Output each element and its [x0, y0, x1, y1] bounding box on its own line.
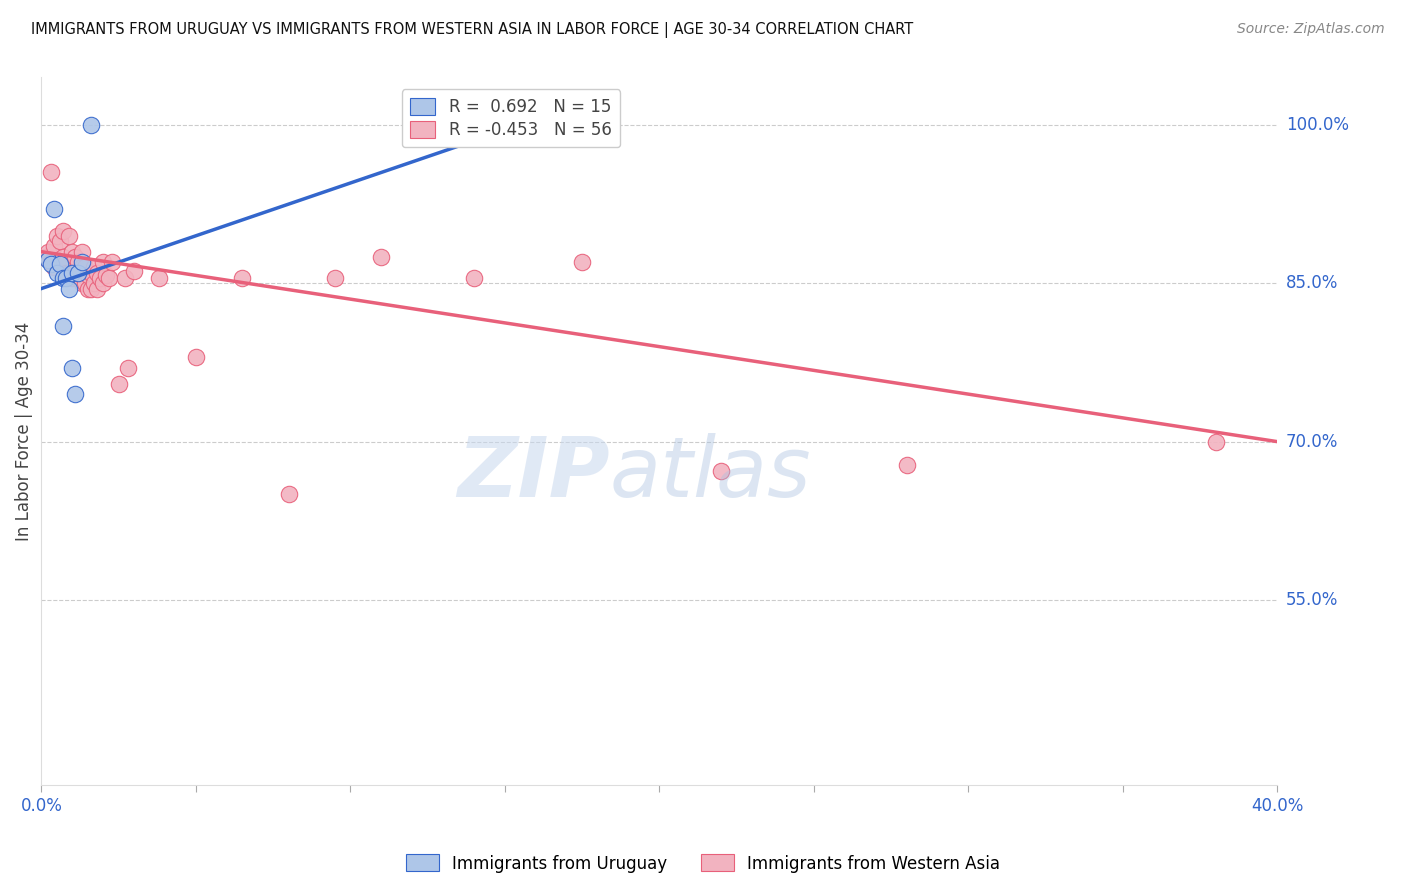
Point [39, 165, 62, 179]
Point [65, 387, 87, 401]
Legend: R =  0.692   N = 15, R = -0.453   N = 56: R = 0.692 N = 15, R = -0.453 N = 56 [402, 89, 620, 147]
Point [73, 277, 96, 291]
Point [1205, 434, 1227, 449]
Text: 85.0%: 85.0% [1286, 275, 1339, 293]
Point [122, 263, 145, 277]
Point [83, 260, 105, 275]
Point [52, 318, 75, 333]
Point [91, 255, 114, 269]
Point [76, 282, 98, 296]
Point [55, 271, 77, 285]
Text: atlas: atlas [610, 433, 811, 514]
Point [86, 266, 108, 280]
Point [370, 250, 392, 264]
Point [73, 260, 96, 275]
Point [148, 271, 170, 285]
Text: 55.0%: 55.0% [1286, 591, 1339, 609]
Text: Source: ZipAtlas.com: Source: ZipAtlas.com [1237, 22, 1385, 37]
Point [277, 487, 299, 501]
Point [42, 202, 65, 217]
Point [34, 250, 56, 264]
Point [323, 271, 346, 285]
Text: ZIP: ZIP [457, 433, 610, 514]
Point [571, 255, 593, 269]
Point [39, 255, 62, 269]
Point [42, 239, 65, 253]
Point [52, 271, 75, 285]
Point [70, 260, 93, 275]
Point [184, 350, 207, 364]
Point [86, 282, 108, 296]
Point [60, 271, 83, 285]
Point [67, 266, 90, 280]
Point [65, 266, 87, 280]
Point [65, 250, 87, 264]
Point [52, 223, 75, 237]
Point [114, 271, 136, 285]
Point [91, 277, 114, 291]
Point [52, 250, 75, 264]
Point [231, 271, 253, 285]
Point [37, 253, 59, 268]
Point [70, 277, 93, 291]
Point [89, 271, 111, 285]
Point [83, 277, 105, 291]
Point [67, 255, 90, 269]
Point [117, 360, 139, 375]
Point [39, 257, 62, 271]
Point [98, 271, 121, 285]
Point [896, 458, 918, 472]
Point [55, 255, 77, 269]
Point [49, 234, 72, 248]
Point [49, 255, 72, 269]
Point [45, 255, 67, 269]
Point [42, 260, 65, 275]
Text: 100.0%: 100.0% [1286, 116, 1348, 134]
Point [80, 118, 103, 132]
Point [76, 268, 98, 282]
Text: IMMIGRANTS FROM URUGUAY VS IMMIGRANTS FROM WESTERN ASIA IN LABOR FORCE | AGE 30-: IMMIGRANTS FROM URUGUAY VS IMMIGRANTS FR… [31, 22, 912, 38]
Point [80, 266, 103, 280]
Point [58, 266, 80, 280]
Legend: Immigrants from Uruguay, Immigrants from Western Asia: Immigrants from Uruguay, Immigrants from… [399, 847, 1007, 880]
Text: 70.0%: 70.0% [1286, 433, 1339, 450]
Point [58, 228, 80, 243]
Point [37, 244, 59, 259]
Point [60, 360, 83, 375]
Point [55, 266, 77, 280]
Point [45, 228, 67, 243]
Y-axis label: In Labor Force | Age 30-34: In Labor Force | Age 30-34 [15, 321, 32, 541]
Point [107, 376, 129, 391]
Point [45, 266, 67, 280]
Point [60, 244, 83, 259]
Point [60, 266, 83, 280]
Point [58, 282, 80, 296]
Point [80, 282, 103, 296]
Point [96, 268, 118, 282]
Point [67, 271, 90, 285]
Point [463, 271, 485, 285]
Point [101, 255, 124, 269]
Point [49, 257, 72, 271]
Point [710, 464, 733, 478]
Point [70, 244, 93, 259]
Point [70, 255, 93, 269]
